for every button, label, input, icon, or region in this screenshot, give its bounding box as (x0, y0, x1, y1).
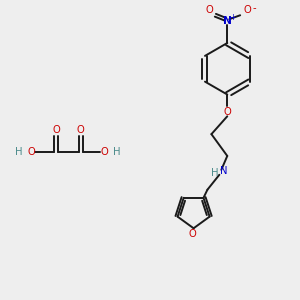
Text: O: O (189, 229, 196, 239)
Text: O: O (27, 147, 35, 157)
Text: O: O (52, 125, 60, 135)
Text: +: + (229, 13, 236, 22)
Text: -: - (252, 3, 256, 13)
Text: H: H (211, 168, 218, 178)
Text: H: H (16, 147, 23, 157)
Text: N: N (223, 16, 232, 26)
Text: O: O (100, 147, 108, 157)
Text: O: O (243, 5, 251, 15)
Text: N: N (220, 166, 227, 176)
Text: O: O (206, 5, 213, 15)
Text: O: O (224, 107, 231, 117)
Text: H: H (112, 147, 120, 157)
Text: O: O (77, 125, 85, 135)
